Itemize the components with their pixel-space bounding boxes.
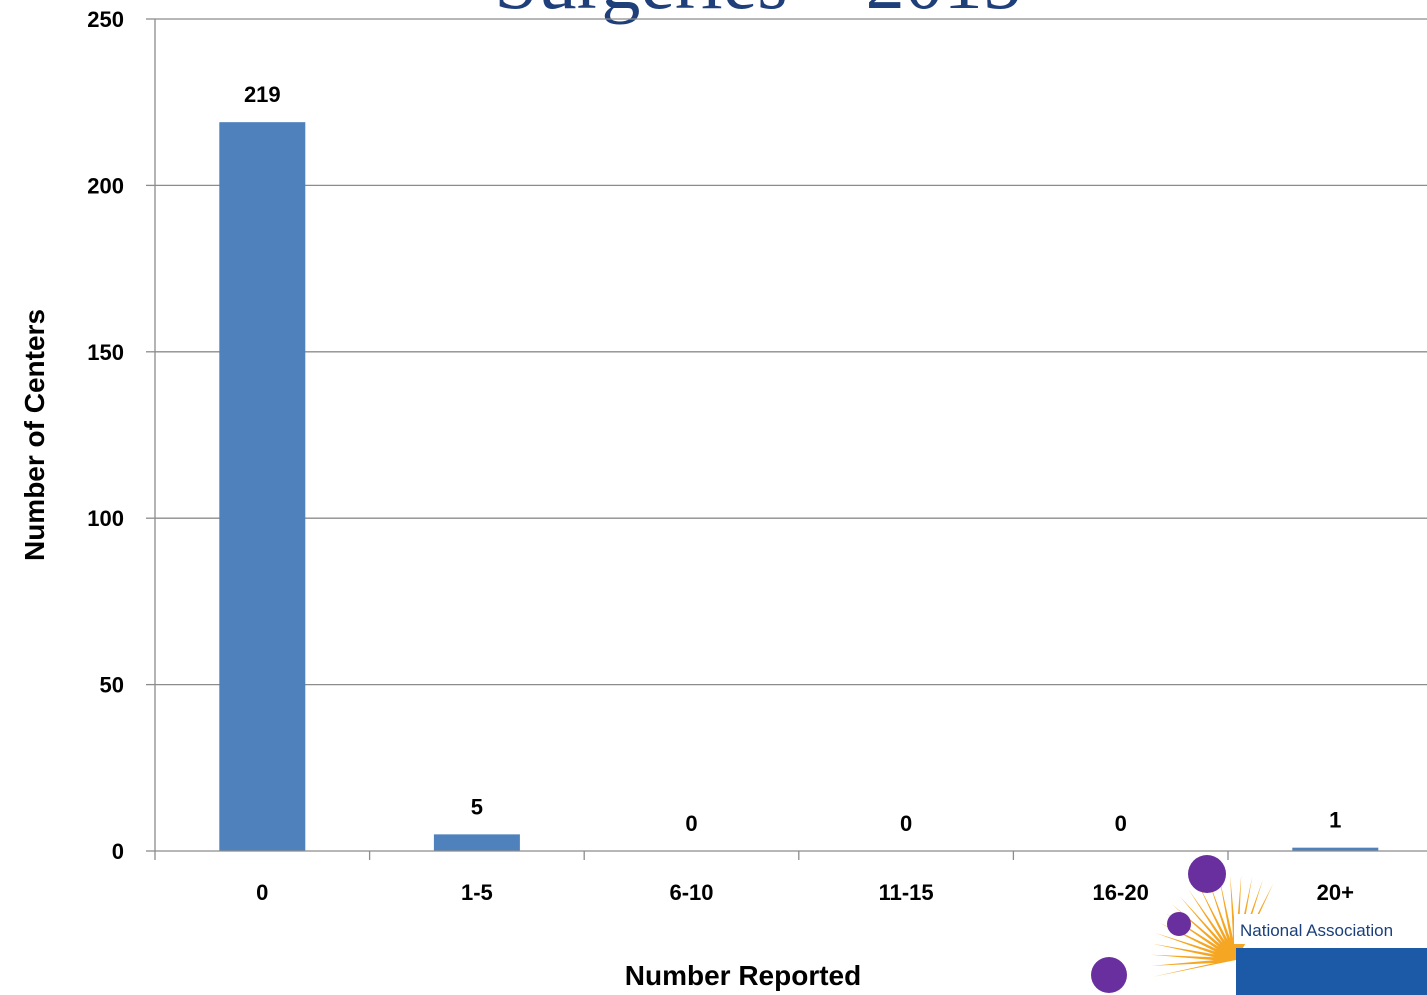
- data-label: 219: [244, 82, 281, 107]
- logo-dot-small: [1167, 912, 1191, 936]
- logo-dot-medium: [1091, 957, 1127, 993]
- x-tick-label: 11-15: [879, 880, 934, 905]
- logo-letter-block: [1236, 948, 1427, 995]
- logo-text: National Association: [1240, 921, 1393, 940]
- data-label: 0: [685, 811, 697, 836]
- y-axis-title: Number of Centers: [19, 309, 50, 561]
- data-label: 0: [900, 811, 912, 836]
- data-labels: 219 5 0 0 0 1: [244, 82, 1341, 836]
- logo-dot-large: [1188, 855, 1226, 893]
- x-tick-label: 1-5: [461, 880, 493, 905]
- bar: [433, 834, 520, 851]
- data-label: 5: [471, 794, 483, 819]
- bars: [219, 122, 1379, 852]
- bar: [219, 122, 306, 852]
- gridlines: [155, 18, 1427, 686]
- y-tick-label: 150: [87, 340, 124, 365]
- logo-text-band: [1234, 914, 1427, 944]
- bar: [1292, 847, 1379, 851]
- x-tick-label: 16-20: [1093, 880, 1149, 905]
- x-tick-label: 0: [256, 880, 268, 905]
- data-label: 1: [1329, 808, 1341, 833]
- organization-logo: National Association: [1091, 855, 1427, 995]
- starburst-icon: [1151, 875, 1274, 977]
- slide-title: Surgeries – 2015: [494, 0, 1021, 25]
- y-tick-label: 250: [87, 7, 124, 32]
- x-axis-title: Number Reported: [625, 960, 861, 991]
- x-tick-label: 20+: [1317, 880, 1354, 905]
- y-tick-label: 200: [87, 173, 124, 198]
- y-tick-label: 0: [112, 839, 124, 864]
- x-tick-label: 6-10: [669, 880, 713, 905]
- data-label: 0: [1115, 811, 1127, 836]
- y-tick-label: 50: [100, 673, 124, 698]
- y-tick-label: 100: [87, 506, 124, 531]
